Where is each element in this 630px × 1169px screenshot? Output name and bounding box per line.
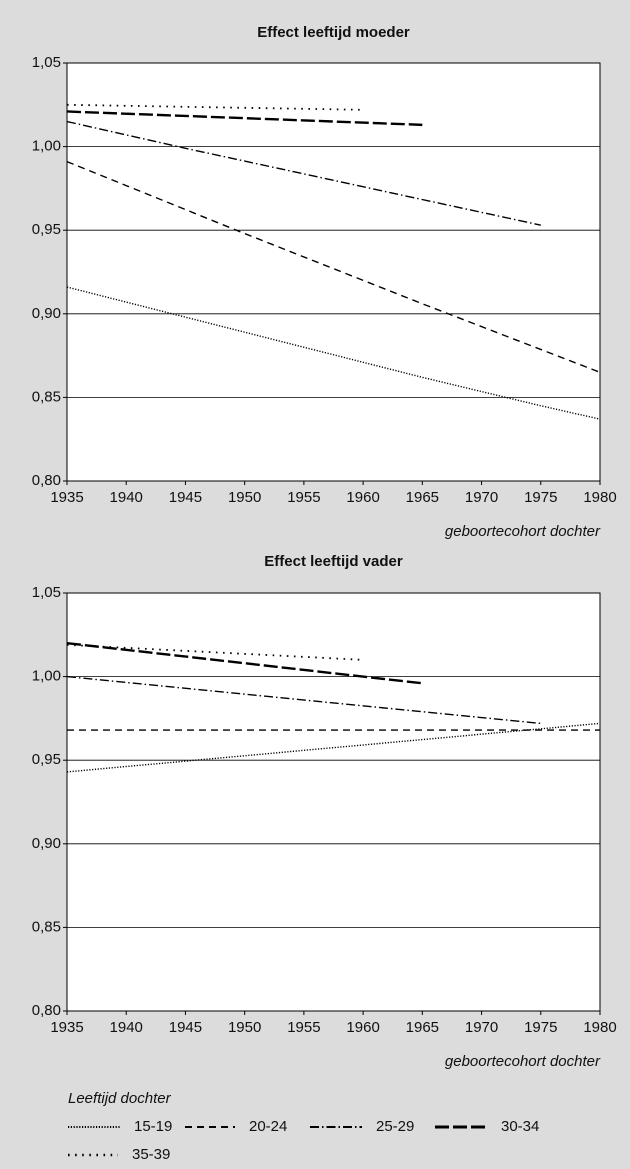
y-tick-label: 0,90 [32,835,61,852]
x-axis-label: geboortecohort dochter [445,523,601,540]
x-tick-label: 1945 [169,489,202,506]
y-tick-label: 0,85 [32,388,61,405]
x-tick-label: 1950 [228,1019,261,1036]
x-tick-label: 1980 [583,1019,616,1036]
series-line [66,286,601,420]
x-tick-label: 1975 [524,1019,557,1036]
x-tick-label: 1935 [50,1019,83,1036]
y-tick-label: 1,05 [32,54,61,71]
x-tick-label: 1945 [169,1019,202,1036]
x-tick-label: 1935 [50,489,83,506]
legend-label: 35-39 [132,1146,170,1163]
y-tick-label: 0,95 [32,751,61,768]
x-tick-label: 1960 [346,489,379,506]
legend-label: 30-34 [501,1118,539,1135]
plot-area [67,63,600,481]
plot-frame [66,62,601,482]
chart-title: Effect leeftijd vader [264,553,403,570]
y-tick-label: 0,95 [32,221,61,238]
x-tick-label: 1940 [110,1019,143,1036]
x-tick-label: 1980 [583,489,616,506]
y-tick-label: 0,85 [32,918,61,935]
chart-title: Effect leeftijd moeder [257,24,410,41]
y-tick-label: 1,00 [32,668,61,685]
x-tick-label: 1955 [287,489,320,506]
x-tick-label: 1975 [524,489,557,506]
x-tick-label: 1960 [346,1019,379,1036]
x-tick-label: 1955 [287,1019,320,1036]
series-line [66,641,423,685]
x-tick-label: 1970 [465,1019,498,1036]
y-tick-label: 1,05 [32,584,61,601]
x-tick-label: 1950 [228,489,261,506]
y-tick-label: 1,00 [32,138,61,155]
legend-title: Leeftijd dochter [68,1090,172,1107]
x-tick-label: 1965 [406,489,439,506]
x-tick-label: 1970 [465,489,498,506]
y-tick-label: 0,80 [32,472,61,489]
series-line [66,675,541,725]
series-line [66,110,423,127]
plot-frame [66,592,601,1012]
x-tick-label: 1965 [406,1019,439,1036]
legend-label: 25-29 [376,1118,414,1135]
series-line [66,722,601,773]
x-tick-label: 1940 [110,489,143,506]
x-axis-label: geboortecohort dochter [445,1053,601,1070]
y-tick-label: 0,90 [32,305,61,322]
legend-label: 20-24 [249,1118,287,1135]
y-tick-label: 0,80 [32,1002,61,1019]
plot-area [67,593,600,1011]
legend-label: 15-19 [134,1118,172,1135]
